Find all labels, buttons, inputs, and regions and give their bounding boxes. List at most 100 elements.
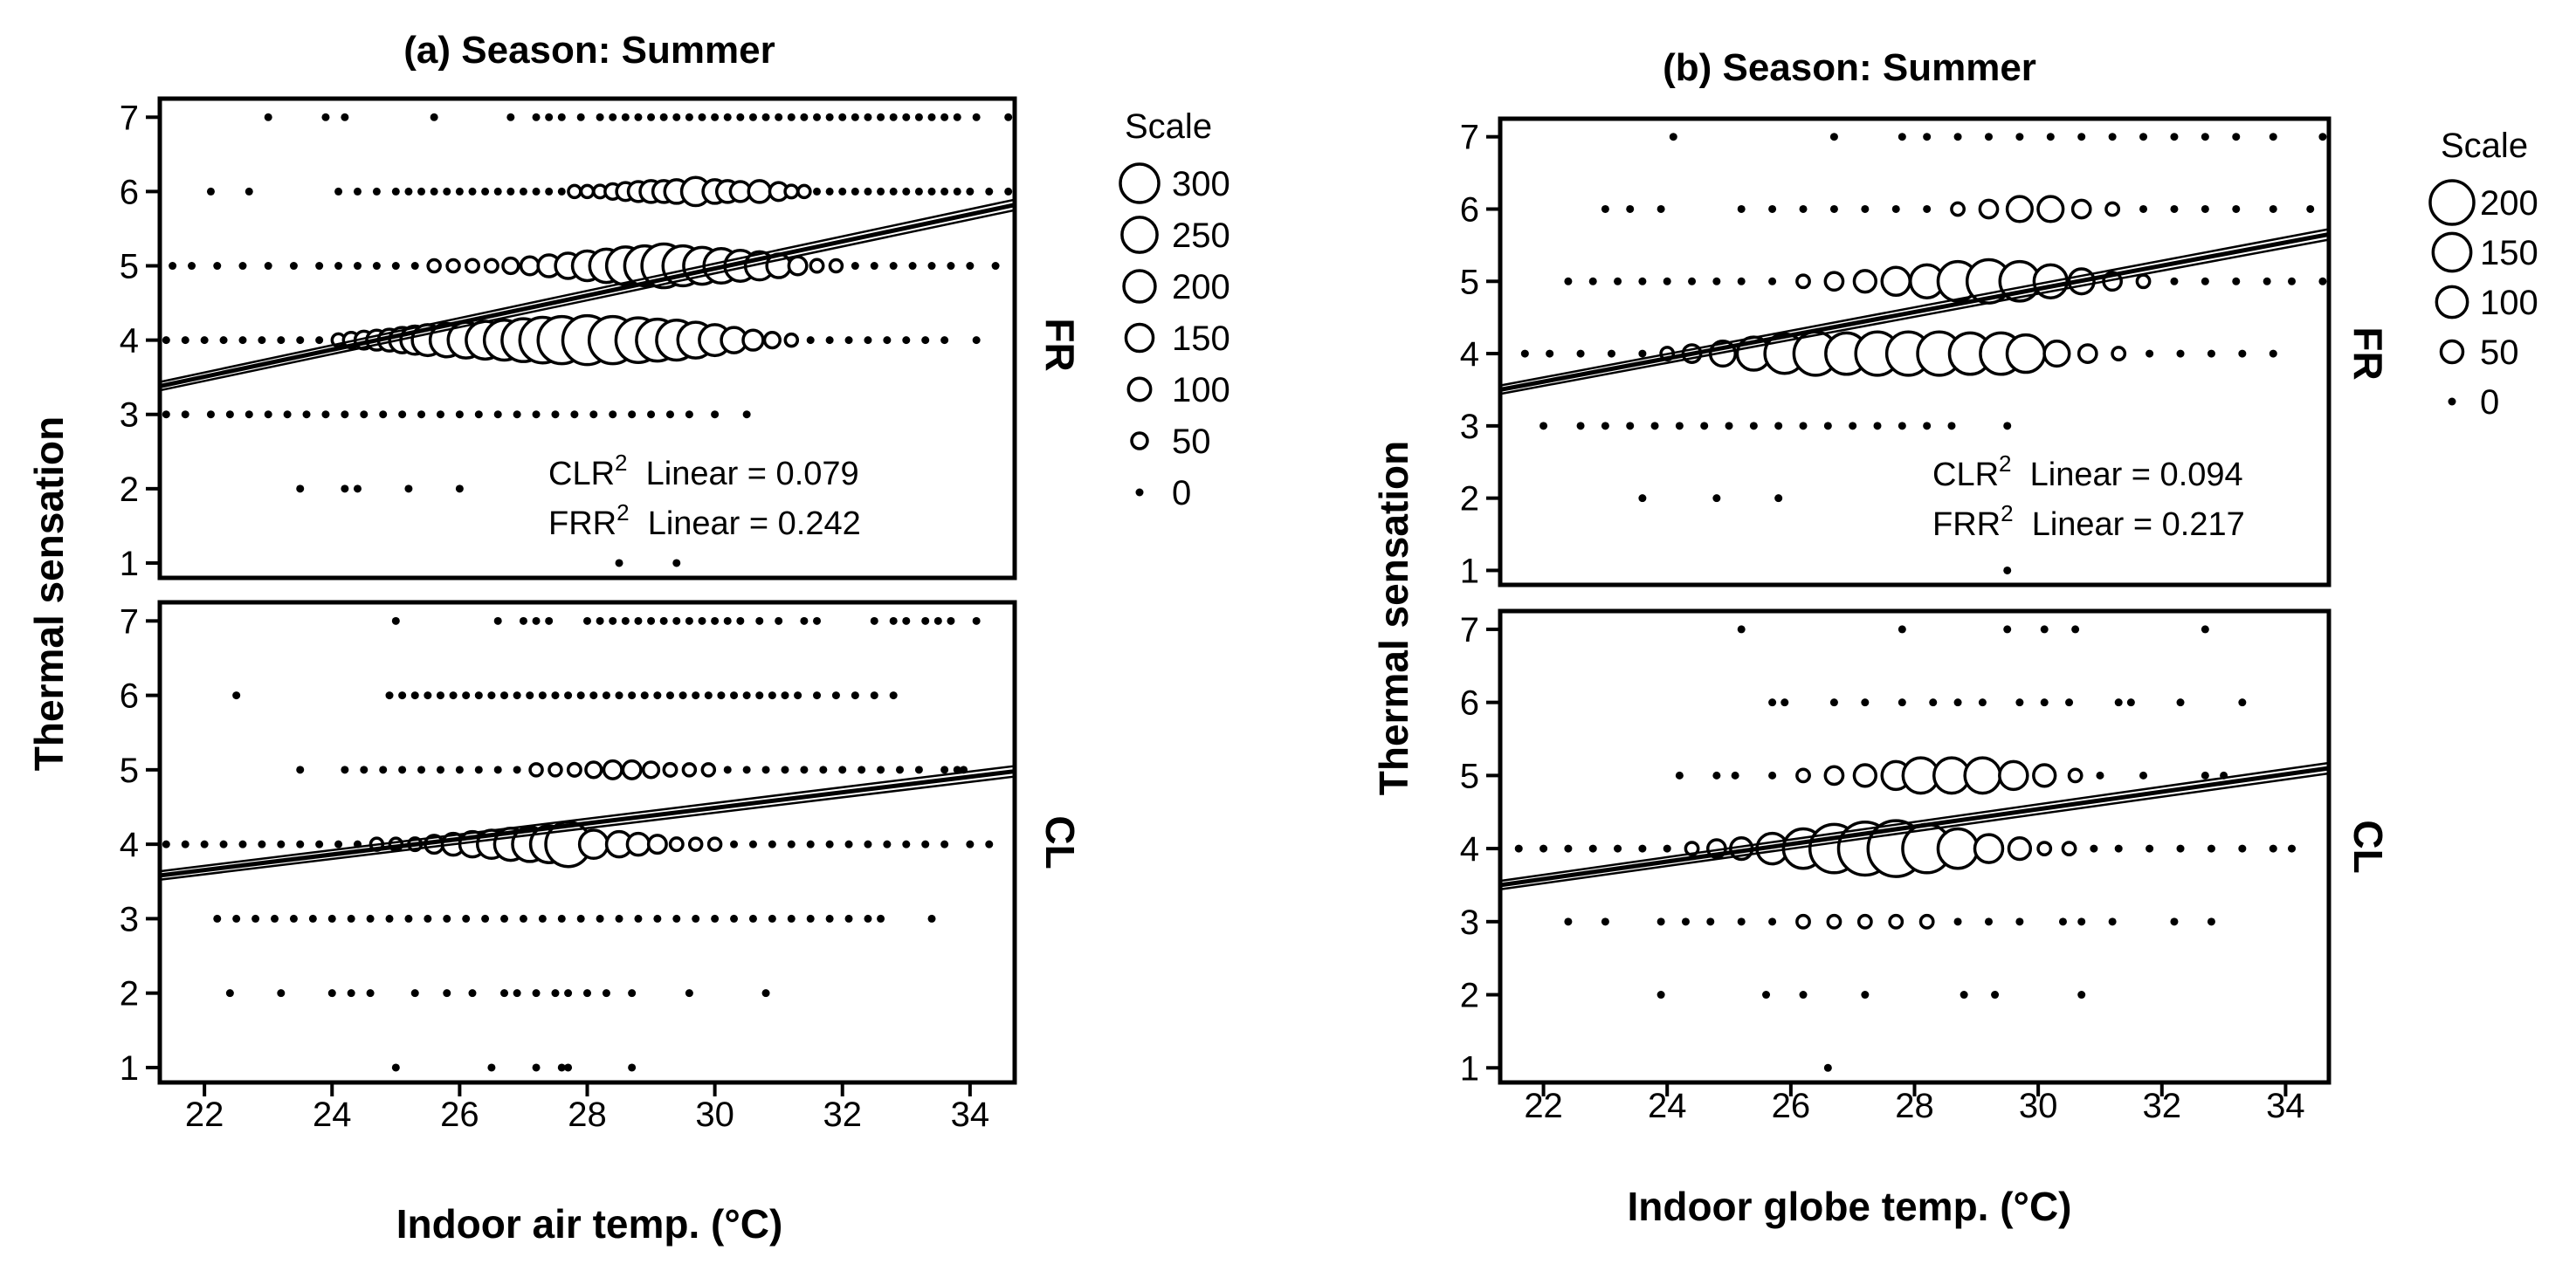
chart-a-cl-point (700, 762, 717, 778)
chart-a-cl-point (443, 989, 451, 998)
chart-a-cl-point (532, 616, 541, 625)
chart-a-cl-point (641, 760, 661, 780)
chart-a-cl-point (404, 914, 413, 923)
chart-a-fr-point (851, 262, 859, 271)
chart-a-fr-point (940, 187, 949, 196)
annot-frr-label: FRR (548, 505, 616, 542)
chart-a-cl-point (289, 914, 298, 923)
chart-b-cl-point (2096, 771, 2104, 780)
chart-a-fr-point (748, 113, 757, 121)
chart-b-fr-point (1638, 494, 1647, 503)
chart-a-fr-point (245, 187, 253, 196)
chart-b-cl-point (1973, 833, 2005, 864)
chart-a-cl-point (181, 840, 189, 848)
chart-b-fr-point (1638, 349, 1647, 358)
chart-b-fr-point (1774, 422, 1783, 430)
chart-a-fr-point (277, 336, 286, 345)
chart-a-fr-point (545, 113, 554, 121)
chart-a-cl-point (538, 914, 547, 923)
chart-a-fr-point (985, 187, 994, 196)
chart-a-cl-point (877, 766, 885, 774)
chart-b-fr-point (1564, 277, 1573, 285)
chart-a-cl-point (251, 914, 260, 923)
chart-b-cl-point (1888, 913, 1904, 930)
chart-a-fr-point (532, 187, 541, 196)
chart-a-cl-point (410, 691, 419, 700)
chart-b-fr-point (1880, 265, 1912, 298)
chart-a-cl-point (781, 766, 789, 774)
chart-a-cl-point (532, 989, 541, 998)
chart-a-fr-point (723, 113, 732, 121)
chart-a-cl-point (813, 616, 822, 625)
chart-b-cl-point (2040, 698, 2049, 707)
chart-a-cl-point (468, 989, 477, 998)
chart-a-cl-point (398, 691, 407, 700)
chart-b-fr-point (1849, 422, 1857, 430)
chart-a-cl-ytick-label: 2 (120, 975, 139, 1013)
chart-b-fr-ytick-label: 5 (1460, 263, 1479, 301)
chart-b-fr-point (2003, 422, 2012, 430)
chart-b-fr-point (2005, 333, 2047, 374)
chart-b-cl-point (1918, 913, 1935, 930)
chart-b-fr-point (2170, 204, 2179, 213)
chart-a-cl-point (681, 762, 698, 778)
chart-a-fr-point (947, 262, 955, 271)
chart-a-cl-point (825, 840, 834, 848)
chart-a-fr-point (455, 484, 464, 493)
chart-a-fr-point (838, 113, 847, 121)
chart-a-fr-point (672, 113, 681, 121)
chart-b-cl-point (2126, 698, 2135, 707)
chart-b-fr-point (1656, 204, 1665, 213)
chart-b-cl-point (1768, 771, 1777, 780)
chart-a-fr-point (404, 187, 413, 196)
chart-a-cl-point (513, 766, 521, 774)
annot-frr-label: FRR (1932, 506, 2001, 543)
chart-a-cl-point (800, 766, 809, 774)
chart-a-cl-ytick-label: 4 (120, 826, 139, 864)
chart-a-fr-point (609, 113, 617, 121)
chart-b-legend-label: 100 (2480, 284, 2538, 322)
chart-a-fr-fit-line (159, 198, 1016, 383)
chart-a-fr-point (659, 113, 668, 121)
chart-a-cl-point (902, 840, 911, 848)
chart-b-fr-fit-line (1499, 228, 2330, 387)
chart-a-fr-ytick-label: 7 (120, 99, 139, 137)
chart-a-fr-point (296, 336, 305, 345)
chart-b-fr-point (2042, 340, 2071, 368)
chart-a-fr-point (589, 410, 598, 419)
annot-frr-value: Linear = 0.217 (2014, 506, 2245, 543)
chart-a-cl-point (665, 691, 674, 700)
chart-b-fr-point (1737, 277, 1746, 285)
chart-b-fr-point (2111, 346, 2127, 361)
chart-a-cl-point (545, 616, 554, 625)
chart-b-fr-ytick-label: 1 (1460, 552, 1479, 590)
chart-a-fr-point (353, 187, 362, 196)
chart-a-fr-point (391, 187, 400, 196)
chart-a-cl-point (940, 840, 949, 848)
chart-b-fr-point (1638, 277, 1647, 285)
chart-a-cl-point (615, 691, 623, 700)
chart-a-cl-point (768, 840, 776, 848)
chart-b-cl-point (1588, 844, 1597, 853)
chart-a-fr-point (506, 187, 515, 196)
chart-b-cl-point (1799, 991, 1808, 1000)
chart-a-fr-point (200, 336, 209, 345)
chart-a-cl-point (672, 914, 681, 923)
chart-b-fr-point (1576, 349, 1585, 358)
chart-b-fr-point (2269, 204, 2277, 213)
chart-a-fr-point (877, 113, 885, 121)
chart-a-fr-point (567, 183, 582, 200)
chart-a-legend-label: 300 (1172, 165, 1230, 203)
chart-a-fr-point (430, 113, 438, 121)
chart-b-fr-point (2306, 204, 2315, 213)
chart-b-cl-point (1762, 991, 1771, 1000)
chart-a-fr-point (775, 113, 783, 121)
chart-b-cl-point (2032, 763, 2057, 788)
chart-a-cl-point (985, 840, 994, 848)
chart-a-fr-point (289, 262, 298, 271)
chart-a-fr-point (315, 336, 324, 345)
chart-b-cl-point (1663, 844, 1671, 853)
chart-b-fr-ytick-label: 2 (1460, 480, 1479, 519)
chart-a-cl-point (921, 616, 930, 625)
chart-a-cl-point (755, 616, 764, 625)
